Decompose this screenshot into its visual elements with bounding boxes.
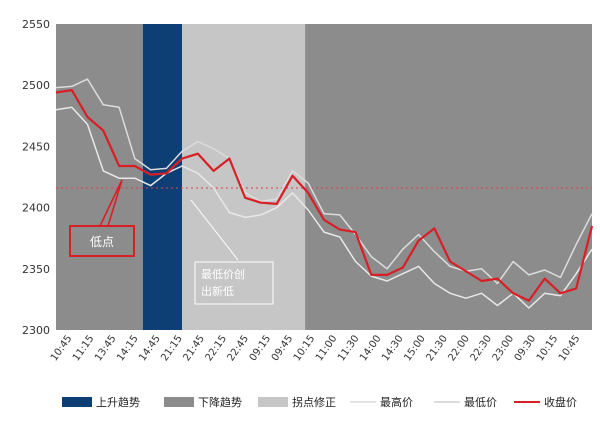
legend-swatch-2 — [258, 397, 288, 407]
y-tick-label-4: 2350 — [22, 263, 50, 276]
x-tick-label-7: 22:15 — [204, 333, 230, 363]
new-low-annotation-text: 最低价创出新低 — [201, 268, 245, 298]
x-tick-label-3: 14:15 — [115, 333, 141, 363]
x-tick-label-17: 21:30 — [424, 333, 450, 363]
x-tick-label-23: 10:45 — [557, 333, 583, 363]
low-point-annotation-box — [69, 225, 135, 257]
legend-label-1: 下降趋势 — [198, 395, 242, 409]
y-tick-label-2: 2450 — [22, 140, 50, 153]
x-tick-label-8: 22:45 — [226, 333, 252, 363]
x-tick-label-9: 09:15 — [248, 333, 274, 363]
x-tick-label-12: 11:00 — [314, 333, 340, 363]
series-line-2 — [55, 88, 594, 302]
legend: 上升趋势 下降趋势 拐点修正 最高价 最低价 收盘价 — [62, 395, 577, 409]
x-tick-label-22: 10:15 — [535, 333, 561, 363]
series-line-0 — [55, 78, 593, 285]
y-tick-label-5: 2300 — [22, 324, 50, 337]
trend-region-3 — [305, 24, 592, 330]
x-tick-label-20: 23:00 — [491, 333, 517, 363]
low-point-pointer-line-1 — [99, 179, 123, 227]
new-low-annotation-line-1: 出新低 — [201, 284, 234, 298]
legend-swatch-1 — [164, 397, 194, 407]
low-point-annotation-text: 低点 — [90, 235, 114, 249]
x-tick-label-2: 13:45 — [93, 333, 119, 363]
x-tick-label-19: 22:30 — [469, 333, 495, 363]
y-tick-label-0: 2550 — [22, 18, 50, 31]
x-tick-label-6: 21:45 — [181, 333, 207, 363]
x-tick-label-21: 09:30 — [513, 333, 539, 363]
x-tick-label-0: 10:45 — [49, 333, 75, 363]
legend-label-0: 上升趋势 — [96, 396, 140, 409]
trend-region-1 — [56, 24, 143, 330]
legend-label-4: 最低价 — [464, 396, 497, 409]
x-tick-label-1: 11:15 — [71, 333, 97, 363]
y-tick-label-3: 2400 — [22, 202, 50, 215]
new-low-pointer-line — [190, 199, 239, 261]
x-tick-label-18: 22:00 — [446, 333, 472, 363]
x-tick-label-11: 10:15 — [292, 333, 318, 363]
series-lines — [55, 78, 594, 309]
new-low-annotation-line-0: 最低价创 — [201, 268, 245, 281]
y-tick-label-1: 2500 — [22, 79, 50, 92]
x-tick-label-16: 15:00 — [402, 333, 428, 363]
trend-regions — [56, 24, 592, 330]
legend-label-5: 收盘价 — [544, 395, 577, 409]
x-tick-label-15: 14:30 — [380, 333, 406, 363]
x-tick-label-4: 14:45 — [137, 333, 163, 363]
low-point-pointer-line-2 — [107, 179, 123, 227]
x-tick-label-10: 09:45 — [270, 333, 296, 363]
legend-label-3: 最高价 — [380, 395, 413, 409]
x-tick-label-13: 11:30 — [336, 333, 362, 363]
legend-swatch-0 — [62, 397, 92, 407]
x-tick-label-5: 21:15 — [159, 333, 185, 363]
legend-label-2: 拐点修正 — [292, 395, 336, 409]
x-tick-label-14: 14:00 — [358, 333, 384, 363]
series-line-1 — [55, 106, 593, 309]
new-low-annotation-box — [194, 261, 274, 305]
